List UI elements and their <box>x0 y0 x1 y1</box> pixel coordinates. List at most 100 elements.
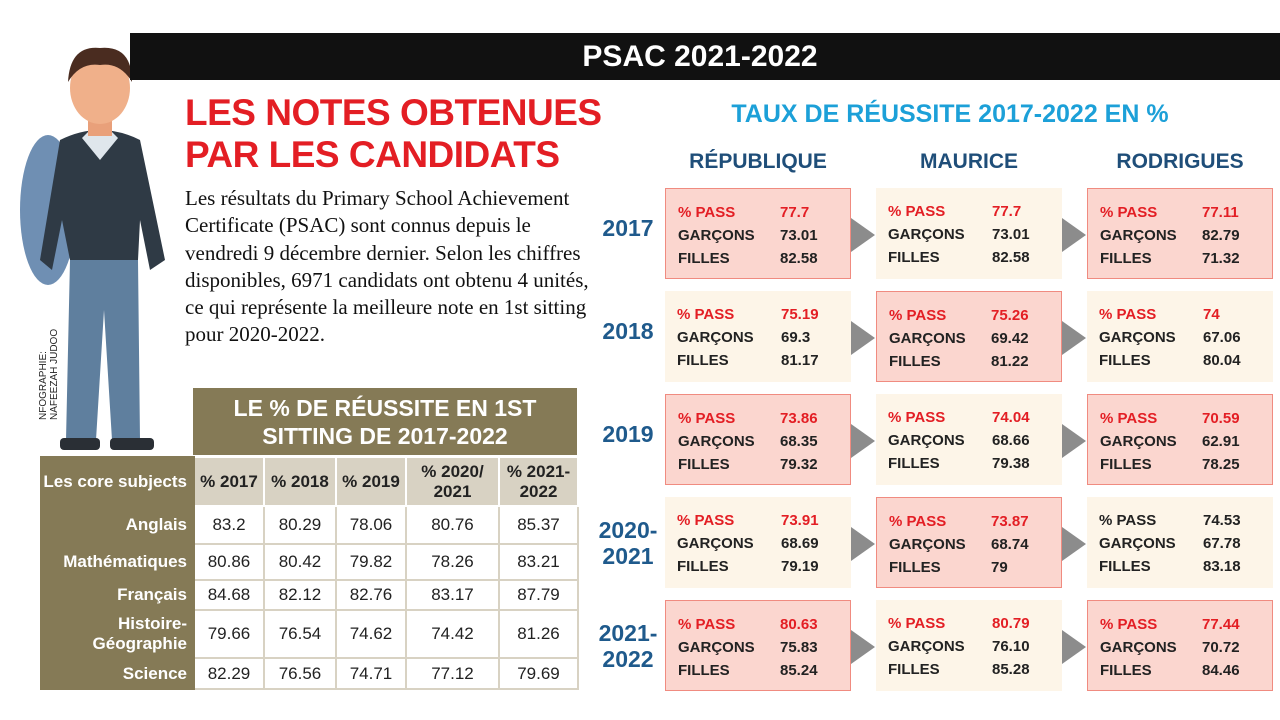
result-card: % PASS 77.44 GARÇONS 70.72 FILLES 84.46 <box>1087 600 1273 691</box>
result-card: % PASS 74.53 GARÇONS 67.78 FILLES 83.18 <box>1087 497 1273 588</box>
boys-row: GARÇONS 68.66 <box>888 429 1050 452</box>
column-header: % 2017 <box>193 456 265 507</box>
pass-rate-cell: 83.21 <box>498 543 579 581</box>
pass-rate-cell: 85.37 <box>498 505 579 545</box>
boys-value: 62.91 <box>1202 433 1240 450</box>
girls-value: 78.25 <box>1202 456 1240 473</box>
girls-label: FILLES <box>888 249 940 266</box>
pass-row: % PASS 75.19 <box>677 303 839 326</box>
pass-value: 77.44 <box>1202 616 1240 633</box>
girls-label: FILLES <box>678 456 730 473</box>
year-label: 2021- 2022 <box>598 620 658 672</box>
pass-row: % PASS 77.11 <box>1100 201 1260 224</box>
pass-rate-cell: 77.12 <box>405 657 500 690</box>
boys-label: GARÇONS <box>1100 227 1177 244</box>
result-card: % PASS 73.91 GARÇONS 68.69 FILLES 79.19 <box>665 497 851 588</box>
column-header: % 2018 <box>263 456 337 507</box>
girls-value: 79.32 <box>780 456 818 473</box>
pass-label: % PASS <box>1100 616 1158 633</box>
boys-label: GARÇONS <box>1099 329 1176 346</box>
boys-value: 70.72 <box>1202 639 1240 656</box>
boys-row: GARÇONS 69.42 <box>889 327 1049 350</box>
girls-row: FILLES 85.28 <box>888 658 1050 681</box>
pass-label: % PASS <box>678 204 736 221</box>
arrow-right-icon <box>1062 218 1086 252</box>
girls-label: FILLES <box>1100 456 1152 473</box>
arrow-right-icon <box>851 321 875 355</box>
table-row: Français 84.68 82.12 82.76 83.17 87.79 <box>40 579 579 611</box>
result-card: % PASS 77.11 GARÇONS 82.79 FILLES 71.32 <box>1087 188 1273 279</box>
girls-label: FILLES <box>1100 662 1152 679</box>
pass-rate-cell: 76.54 <box>263 609 337 659</box>
girls-label: FILLES <box>1099 558 1151 575</box>
pass-label: % PASS <box>1099 306 1157 323</box>
girls-row: FILLES 82.58 <box>888 246 1050 269</box>
girls-label: FILLES <box>678 250 730 267</box>
girls-row: FILLES 79.32 <box>678 453 838 476</box>
boys-value: 69.3 <box>781 329 811 346</box>
pass-value: 74 <box>1203 306 1220 323</box>
table-row: Science 82.29 76.56 74.71 77.12 79.69 <box>40 657 579 690</box>
pass-label: % PASS <box>888 203 946 220</box>
result-card: % PASS 77.7 GARÇONS 73.01 FILLES 82.58 <box>665 188 851 279</box>
pass-value: 73.86 <box>780 410 818 427</box>
girls-value: 85.24 <box>780 662 818 679</box>
boys-row: GARÇONS 68.69 <box>677 532 839 555</box>
result-card: % PASS 73.86 GARÇONS 68.35 FILLES 79.32 <box>665 394 851 485</box>
girls-row: FILLES 81.22 <box>889 350 1049 373</box>
boys-value: 75.83 <box>780 639 818 656</box>
boys-row: GARÇONS 68.35 <box>678 430 838 453</box>
pass-rate-cell: 74.62 <box>335 609 407 659</box>
pass-rate-cell: 80.86 <box>193 543 265 581</box>
result-card: % PASS 74.04 GARÇONS 68.66 FILLES 79.38 <box>876 394 1062 485</box>
pass-row: % PASS 75.26 <box>889 304 1049 327</box>
pass-rate-cell: 80.42 <box>263 543 337 581</box>
girls-label: FILLES <box>1099 352 1151 369</box>
pass-label: % PASS <box>677 512 735 529</box>
pass-label: % PASS <box>888 409 946 426</box>
pass-label: % PASS <box>889 307 947 324</box>
boys-value: 73.01 <box>780 227 818 244</box>
pass-row: % PASS 73.91 <box>677 509 839 532</box>
girls-row: FILLES 82.58 <box>678 247 838 270</box>
boys-label: GARÇONS <box>888 638 965 655</box>
arrow-right-icon <box>851 527 875 561</box>
pass-row: % PASS 77.7 <box>678 201 838 224</box>
pass-rate-cell: 82.76 <box>335 579 407 611</box>
pass-value: 77.11 <box>1202 204 1239 221</box>
girls-label: FILLES <box>1100 250 1152 267</box>
intro-paragraph: Les résultats du Primary School Achievem… <box>185 186 589 347</box>
pass-rate-cell: 78.26 <box>405 543 500 581</box>
boys-row: GARÇONS 82.79 <box>1100 224 1260 247</box>
column-header: % 2021- 2022 <box>498 456 579 507</box>
boys-label: GARÇONS <box>888 432 965 449</box>
girls-label: FILLES <box>889 559 941 576</box>
girls-value: 83.18 <box>1203 558 1241 575</box>
pass-rate-cell: 84.68 <box>193 579 265 611</box>
boys-label: GARÇONS <box>889 330 966 347</box>
pass-rate-cell: 79.69 <box>498 657 579 690</box>
boys-row: GARÇONS 75.83 <box>678 636 838 659</box>
pass-row: % PASS 73.86 <box>678 407 838 430</box>
pass-rate-cell: 87.79 <box>498 579 579 611</box>
girls-value: 84.46 <box>1202 662 1240 679</box>
pass-value: 74.53 <box>1203 512 1241 529</box>
boys-row: GARÇONS 67.06 <box>1099 326 1261 349</box>
boys-label: GARÇONS <box>678 639 755 656</box>
boys-value: 68.35 <box>780 433 818 450</box>
boys-row: GARÇONS 76.10 <box>888 635 1050 658</box>
boys-row: GARÇONS 67.78 <box>1099 532 1261 555</box>
boys-label: GARÇONS <box>1099 535 1176 552</box>
pass-label: % PASS <box>1100 204 1158 221</box>
arrow-right-icon <box>1062 424 1086 458</box>
girls-row: FILLES 79.38 <box>888 452 1050 475</box>
girls-row: FILLES 83.18 <box>1099 555 1261 578</box>
girls-label: FILLES <box>677 352 729 369</box>
girls-row: FILLES 79 <box>889 556 1049 579</box>
girls-value: 79 <box>991 559 1008 576</box>
boys-label: GARÇONS <box>888 226 965 243</box>
pass-label: % PASS <box>889 513 947 530</box>
boys-row: GARÇONS 73.01 <box>678 224 838 247</box>
boys-value: 76.10 <box>992 638 1030 655</box>
girls-label: FILLES <box>888 455 940 472</box>
